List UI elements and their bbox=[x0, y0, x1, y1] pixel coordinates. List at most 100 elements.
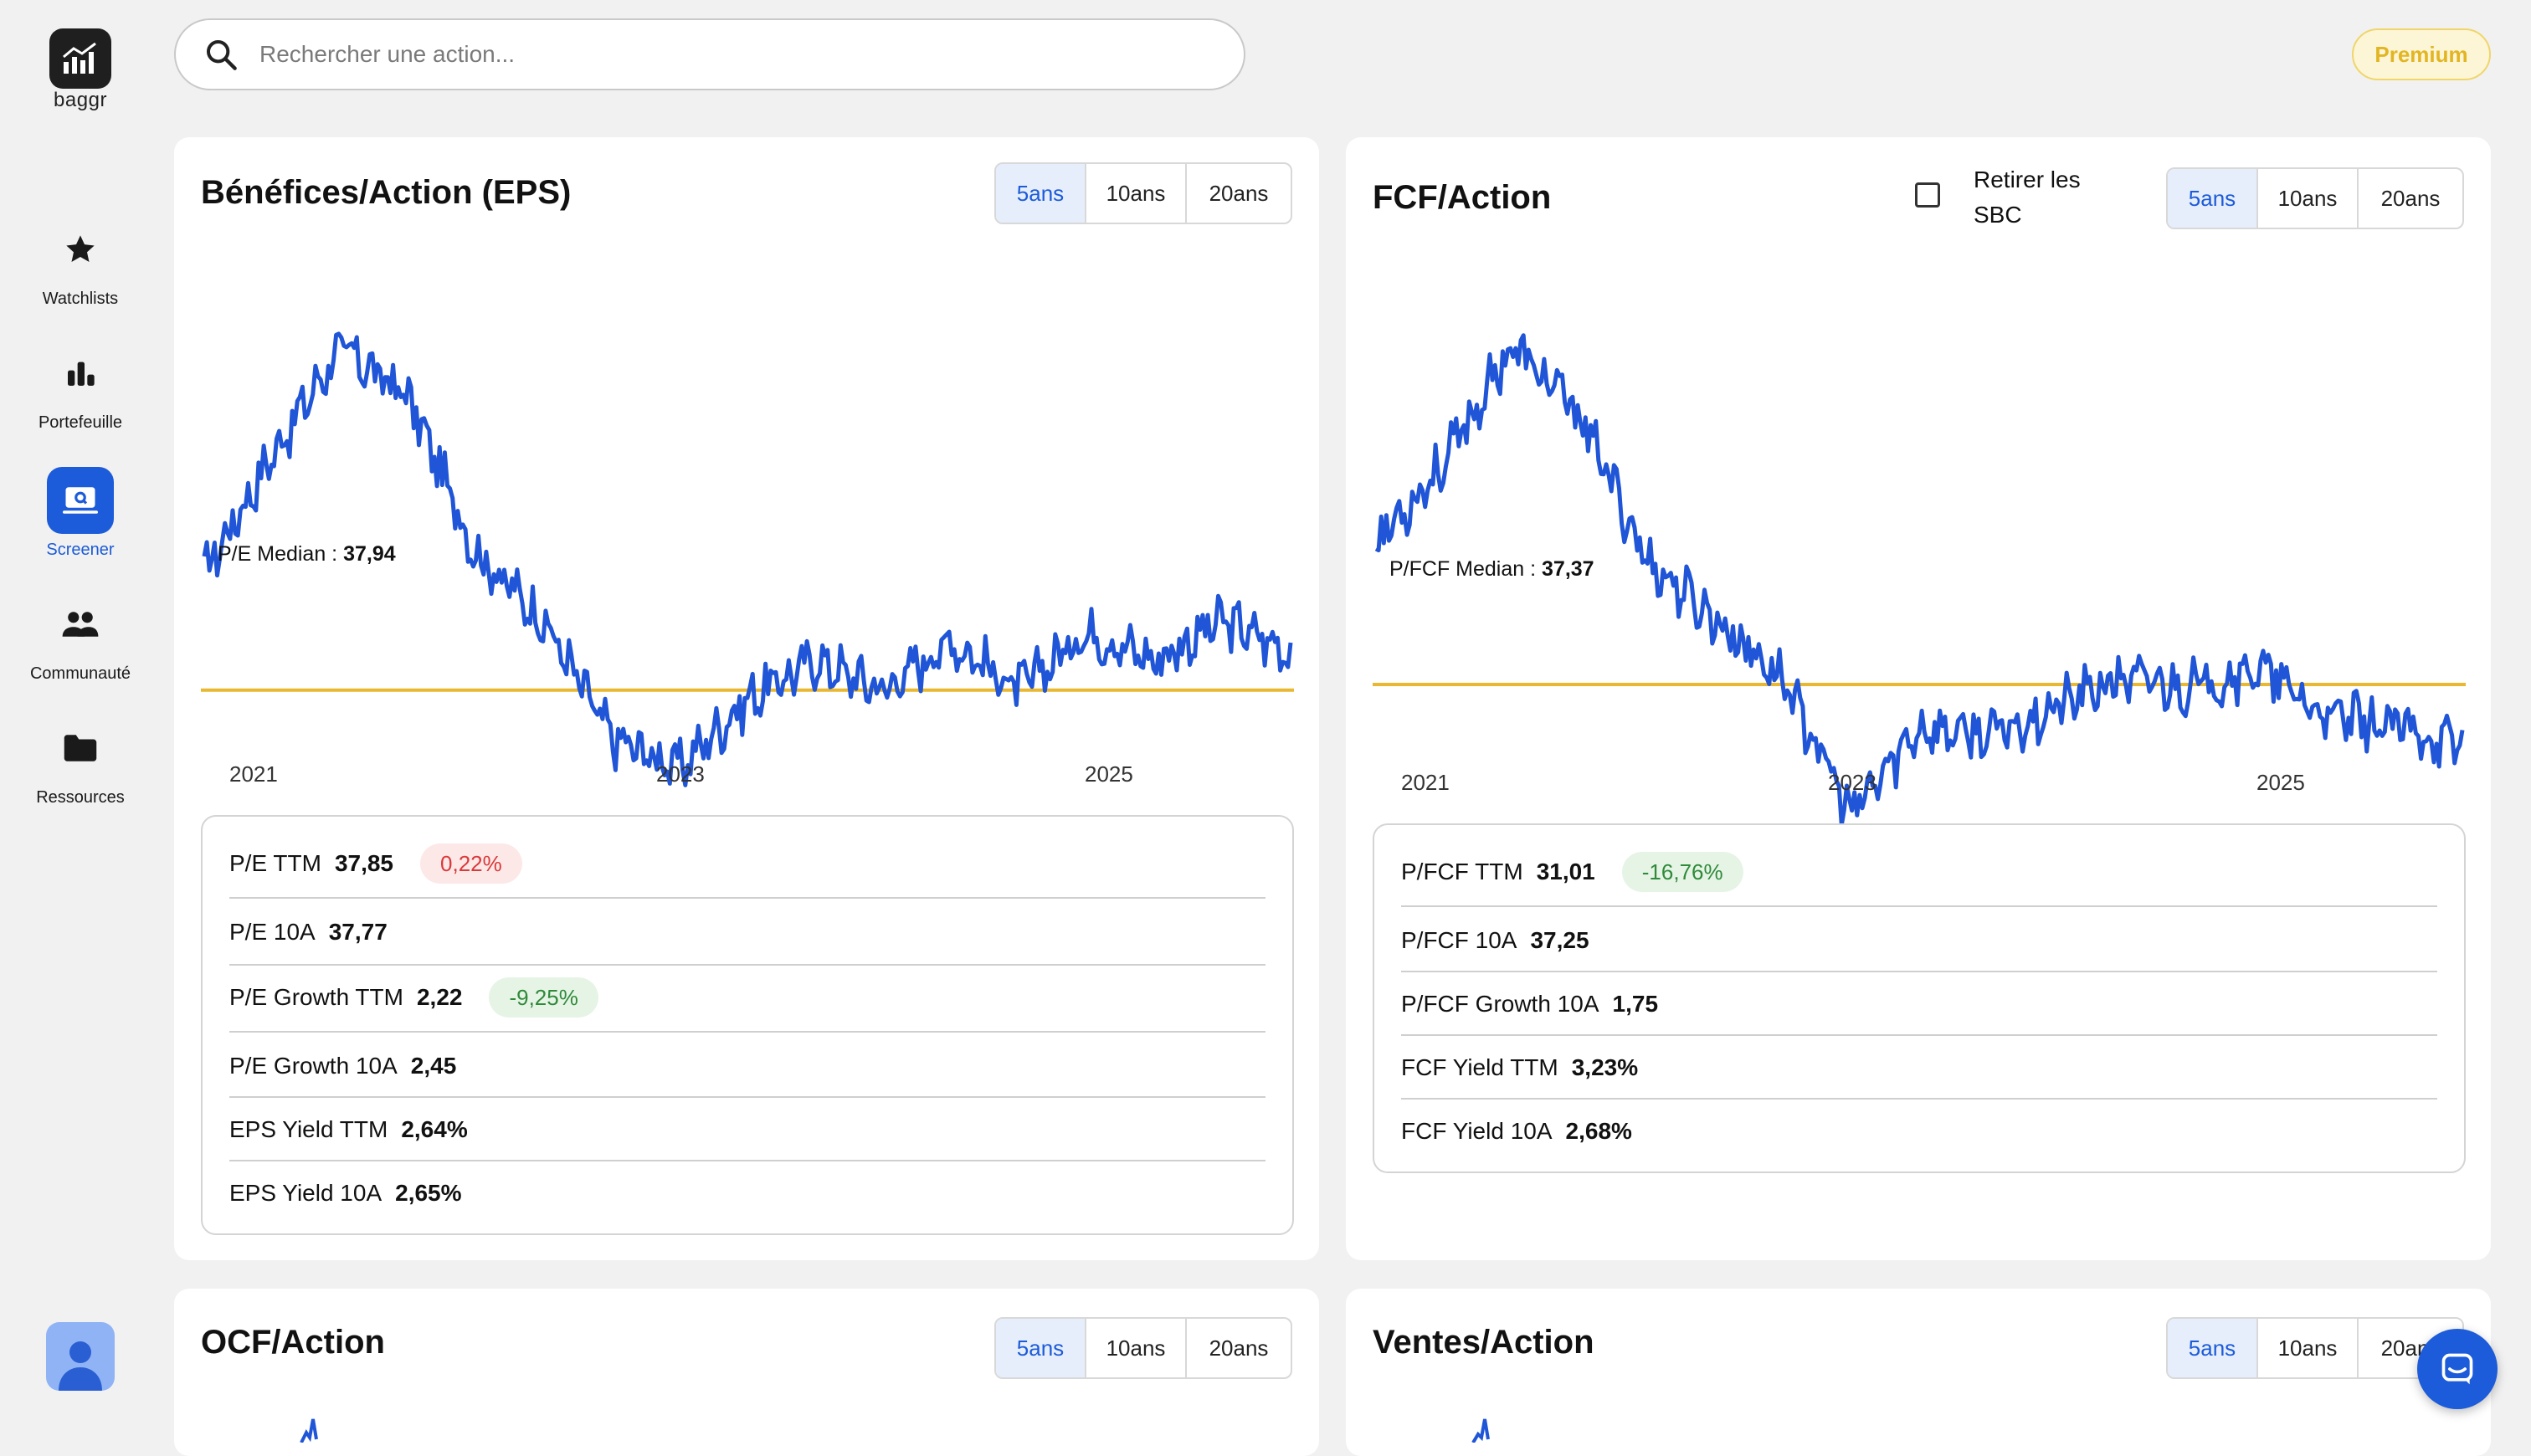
change-badge: -16,76% bbox=[1621, 852, 1743, 892]
median-label-text: P/E Median : bbox=[218, 542, 338, 566]
metric-label: P/FCF Growth 10A bbox=[1401, 991, 1599, 1017]
metric-row: P/E Growth TTM 2,22 -9,25% bbox=[229, 976, 1266, 1019]
metric-row: P/E TTM 37,85 0,22% bbox=[229, 842, 1266, 885]
remove-sbc-option[interactable]: Retirer les SBC bbox=[1915, 162, 2081, 233]
bar-chart-icon bbox=[47, 340, 114, 407]
period-5ans-button[interactable]: 5ans bbox=[996, 1319, 1086, 1377]
logo[interactable] bbox=[49, 28, 111, 89]
metric-value: 2,64% bbox=[401, 1116, 468, 1142]
metric-label: P/E Growth TTM bbox=[229, 984, 403, 1010]
eps-series-line bbox=[202, 331, 1293, 787]
nav-item-portefeuille[interactable]: Portefeuille bbox=[0, 340, 161, 433]
ocf-chart-peek bbox=[300, 1418, 318, 1443]
chat-icon bbox=[2441, 1353, 2473, 1385]
sales-card: Ventes/Action 5ans 10ans 20ans bbox=[1346, 1289, 2491, 1456]
median-label: P/E Median : 37,94 bbox=[218, 542, 396, 567]
period-selector: 5ans 10ans 20ans bbox=[994, 1317, 1292, 1379]
period-5ans-button[interactable]: 5ans bbox=[996, 164, 1086, 223]
nav-label: Communauté bbox=[29, 664, 131, 683]
period-20ans-button[interactable]: 20ans bbox=[1209, 1335, 1269, 1361]
median-value: 37,37 bbox=[1542, 557, 1594, 581]
screener-icon bbox=[47, 467, 114, 534]
period-20ans-button[interactable]: 20ans bbox=[2380, 185, 2441, 211]
eps-metrics-panel: P/E TTM 37,85 0,22% P/E 10A 37,77 P/E Gr… bbox=[201, 815, 1294, 1235]
x-tick-label: 2025 bbox=[1085, 761, 1133, 787]
nav-item-screener[interactable]: Screener bbox=[0, 467, 161, 560]
metric-row: P/E Growth 10A 2,45 bbox=[229, 1044, 1266, 1088]
metric-value: 37,25 bbox=[1530, 927, 1589, 953]
card-title: Ventes/Action bbox=[1373, 1324, 1594, 1361]
fcf-card: FCF/Action Retirer les SBC 5ans 10ans 20… bbox=[1346, 137, 2491, 1260]
metric-value: 2,22 bbox=[416, 984, 463, 1010]
change-badge: -9,25% bbox=[489, 977, 598, 1018]
metric-row: FCF Yield 10A 2,68% bbox=[1401, 1110, 2437, 1153]
nav-label: Portefeuille bbox=[38, 413, 123, 432]
eps-card: Bénéfices/Action (EPS) 5ans 10ans 20ans … bbox=[174, 137, 1319, 1260]
divider bbox=[229, 1096, 1266, 1098]
metric-row: P/FCF TTM 31,01 -16,76% bbox=[1401, 850, 2437, 894]
metric-value: 2,45 bbox=[410, 1053, 457, 1079]
period-10ans-button[interactable]: 10ans bbox=[1086, 1319, 1187, 1377]
nav-item-communaute[interactable]: Communauté bbox=[0, 591, 161, 684]
metric-label: P/E Growth 10A bbox=[229, 1053, 398, 1079]
metric-value: 31,01 bbox=[1536, 859, 1595, 884]
period-selector: 5ans 10ans 20ans bbox=[2166, 1317, 2464, 1379]
search-input[interactable]: Rechercher une action... bbox=[259, 41, 516, 67]
nav-item-watchlists[interactable]: Watchlists bbox=[0, 216, 161, 309]
sidebar: baggr Watchlists Portefeuille Screener C… bbox=[0, 0, 161, 1443]
period-10ans-button[interactable]: 10ans bbox=[2258, 169, 2359, 228]
app-name: baggr bbox=[54, 89, 107, 111]
sales-chart-peek bbox=[1471, 1418, 1490, 1443]
divider bbox=[229, 964, 1266, 966]
divider bbox=[1401, 1098, 2437, 1100]
period-10ans-button[interactable]: 10ans bbox=[2258, 1319, 2359, 1377]
premium-button[interactable]: Premium bbox=[2352, 28, 2491, 80]
remove-sbc-label: Retirer les SBC bbox=[1974, 162, 2081, 233]
divider bbox=[229, 1031, 1266, 1033]
metric-label: P/FCF 10A bbox=[1401, 927, 1517, 953]
sbc-label-line: SBC bbox=[1974, 202, 2022, 228]
user-icon bbox=[59, 1341, 102, 1391]
card-title: Bénéfices/Action (EPS) bbox=[201, 174, 572, 211]
divider bbox=[1401, 1034, 2437, 1036]
x-tick-label: 2021 bbox=[229, 761, 278, 787]
metric-label: P/E 10A bbox=[229, 919, 316, 945]
change-badge: 0,22% bbox=[420, 843, 522, 884]
period-selector: 5ans 10ans 20ans bbox=[2166, 167, 2464, 229]
metric-row: P/E 10A 37,77 bbox=[229, 910, 1266, 954]
x-tick-label: 2021 bbox=[1401, 770, 1450, 795]
period-10ans-button[interactable]: 10ans bbox=[1086, 164, 1187, 223]
metric-label: P/E TTM bbox=[229, 850, 321, 876]
metric-value: 3,23% bbox=[1571, 1054, 1639, 1080]
metric-label: FCF Yield TTM bbox=[1401, 1054, 1558, 1080]
period-selector: 5ans 10ans 20ans bbox=[994, 162, 1292, 224]
folder-icon bbox=[47, 715, 114, 782]
search-icon bbox=[207, 40, 237, 70]
period-5ans-button[interactable]: 5ans bbox=[2168, 169, 2258, 228]
period-20ans-button[interactable]: 20ans bbox=[1209, 180, 1269, 206]
median-value: 37,94 bbox=[343, 542, 396, 566]
nav-item-ressources[interactable]: Ressources bbox=[0, 715, 161, 807]
metric-label: P/FCF TTM bbox=[1401, 859, 1523, 884]
card-title: FCF/Action bbox=[1373, 179, 1552, 216]
period-5ans-button[interactable]: 5ans bbox=[2168, 1319, 2258, 1377]
remove-sbc-checkbox[interactable] bbox=[1915, 182, 1940, 208]
avatar[interactable] bbox=[46, 1322, 115, 1391]
nav-label: Screener bbox=[46, 541, 115, 559]
ocf-card: OCF/Action 5ans 10ans 20ans bbox=[174, 1289, 1319, 1456]
divider bbox=[1401, 905, 2437, 907]
x-tick-label: 2023 bbox=[1828, 770, 1876, 795]
median-label: P/FCF Median : 37,37 bbox=[1389, 557, 1594, 582]
search-bar[interactable]: Rechercher une action... bbox=[174, 18, 1245, 90]
metric-value: 2,65% bbox=[395, 1180, 462, 1206]
metric-row: FCF Yield TTM 3,23% bbox=[1401, 1046, 2437, 1089]
metric-label: EPS Yield TTM bbox=[229, 1116, 388, 1142]
sbc-label-line: Retirer les bbox=[1974, 167, 2081, 192]
divider bbox=[229, 1160, 1266, 1161]
chat-button[interactable] bbox=[2417, 1329, 2498, 1409]
metric-value: 2,68% bbox=[1565, 1118, 1632, 1144]
logo-chart-icon bbox=[63, 42, 96, 74]
eps-chart bbox=[201, 331, 1294, 889]
metric-value: 1,75 bbox=[1612, 991, 1659, 1017]
people-icon bbox=[47, 591, 114, 658]
